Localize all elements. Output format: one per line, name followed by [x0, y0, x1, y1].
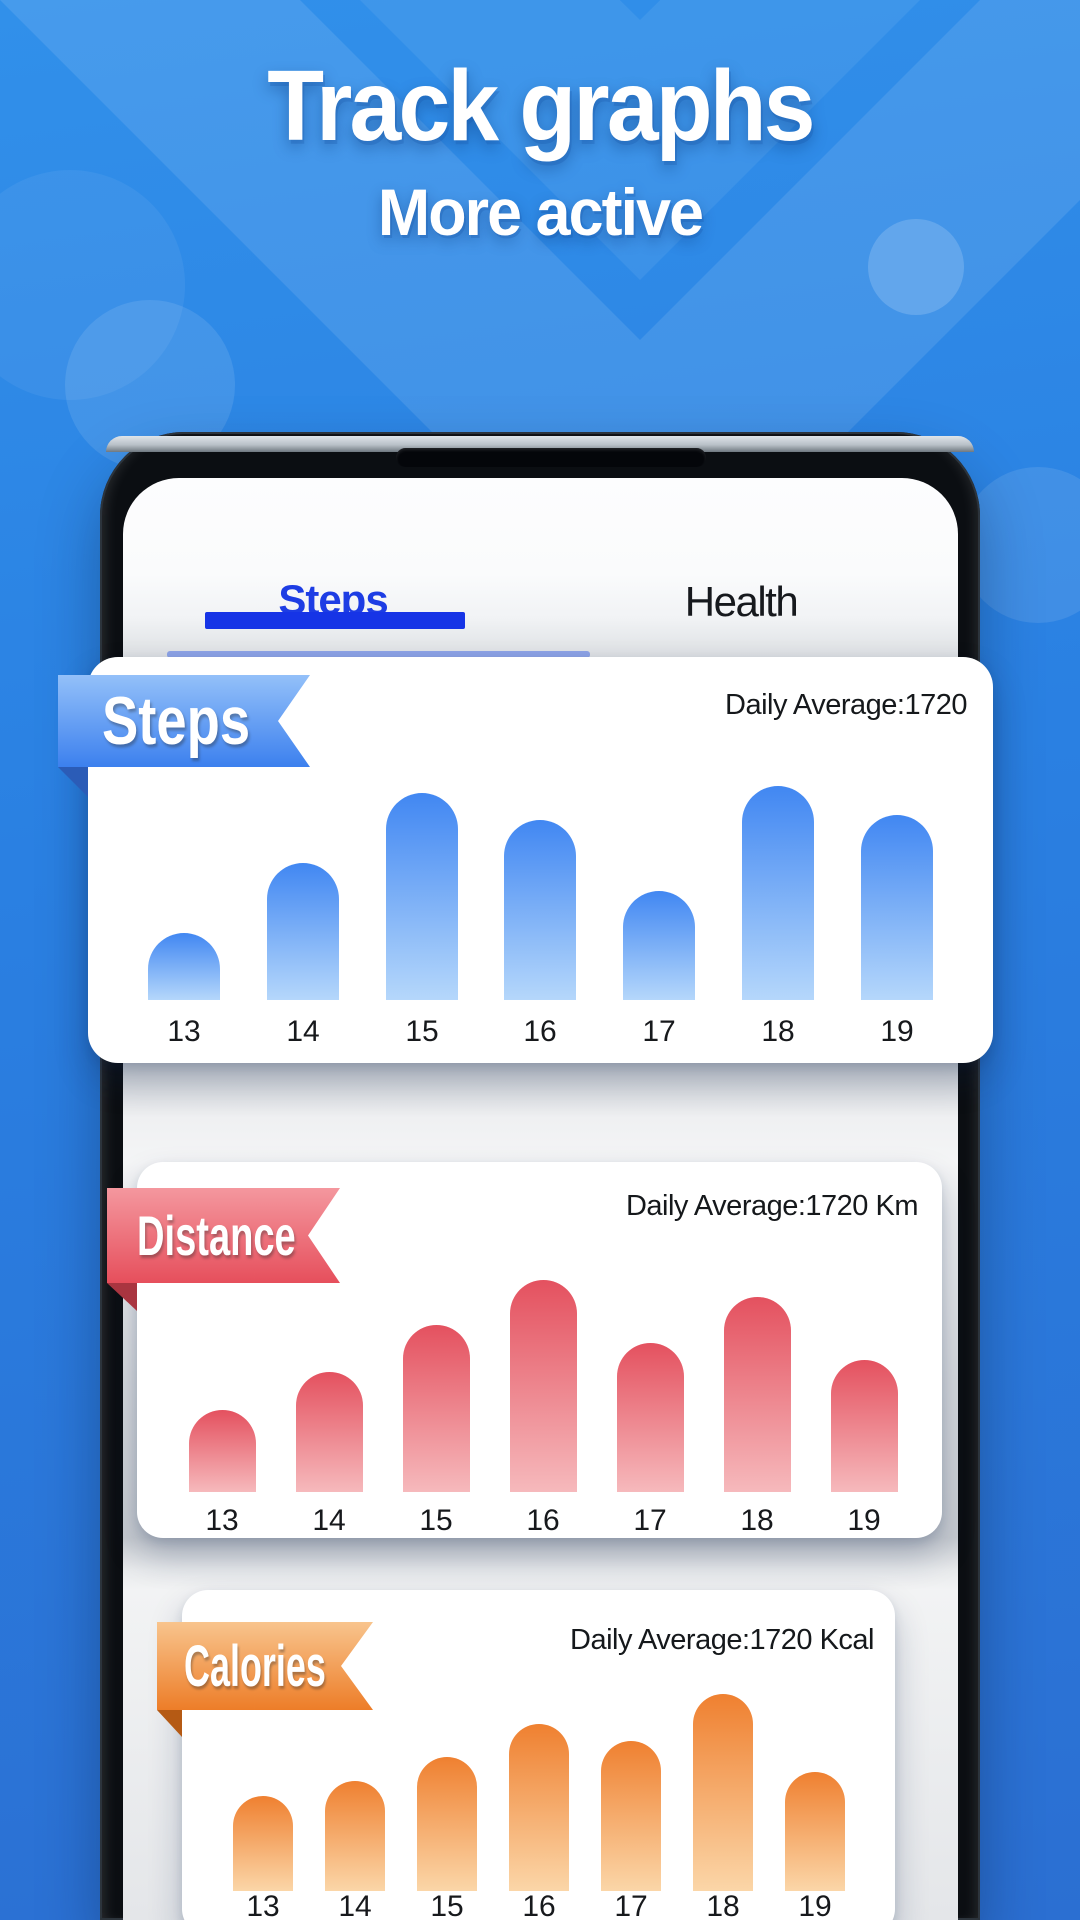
bar [295, 1372, 363, 1492]
ribbon-label: Calories [184, 1633, 326, 1699]
bar [267, 863, 339, 1000]
axis-label: 19 [880, 1015, 914, 1048]
axis-label: 15 [419, 1504, 453, 1537]
axis-label: 17 [614, 1890, 648, 1920]
bar [325, 1781, 385, 1891]
page-subtitle: More active [377, 175, 704, 249]
axis-label: 18 [740, 1504, 774, 1537]
daily-average-label: Daily Average:1720 Kcal [570, 1624, 874, 1656]
bar [616, 1343, 684, 1492]
distance-chart-card: Distance Daily Average:1720 Km 13 14 15 16 1… [107, 1162, 942, 1538]
bar [693, 1694, 753, 1891]
hero-banner: Track graphs More active [0, 52, 1080, 250]
tab-health[interactable]: Health [684, 578, 799, 625]
axis-label: 18 [761, 1015, 795, 1048]
bar [188, 1410, 256, 1492]
calories-ribbon: Calories [157, 1622, 373, 1710]
daily-average-label: Daily Average:1720 Km [625, 1190, 919, 1222]
axis-label: 18 [706, 1890, 740, 1920]
bar [623, 891, 695, 1000]
bar [601, 1741, 661, 1891]
daily-average-label: Daily Average:1720 [725, 689, 967, 721]
bar [861, 815, 933, 1000]
axis-label: 13 [246, 1890, 280, 1920]
axis-label: 13 [205, 1504, 239, 1537]
bar [509, 1724, 569, 1891]
axis-label: 15 [430, 1890, 464, 1920]
axis-label: 15 [405, 1015, 439, 1048]
axis-label: 19 [798, 1890, 832, 1920]
axis-label: 17 [642, 1015, 676, 1048]
bar [417, 1757, 477, 1891]
calories-chart-card: Calories Daily Average:1720 Kcal 13 14 15 1… [157, 1590, 895, 1920]
bar [148, 933, 220, 1000]
axis-label: 16 [523, 1015, 557, 1048]
ribbon-label: Steps [102, 683, 251, 759]
speaker-grill [396, 448, 706, 467]
axis-label: 16 [526, 1504, 560, 1537]
axis-label: 17 [633, 1504, 667, 1537]
bar [742, 786, 814, 1000]
bar [785, 1772, 845, 1891]
bar [723, 1297, 791, 1492]
active-tab-underline [205, 612, 465, 629]
ribbon-label: Distance [137, 1204, 296, 1267]
axis-label: 14 [312, 1504, 346, 1537]
steps-ribbon: Steps [58, 675, 310, 767]
distance-ribbon: Distance [107, 1188, 340, 1283]
axis-label: 16 [522, 1890, 556, 1920]
page-title: Track graphs [267, 50, 815, 162]
bar [509, 1280, 577, 1492]
ribbon-fold [58, 767, 88, 797]
bar [830, 1360, 898, 1492]
bar [402, 1325, 470, 1492]
axis-label: 19 [847, 1504, 881, 1537]
bar [504, 820, 576, 1000]
axis-label: 13 [167, 1015, 201, 1048]
divider [167, 651, 590, 658]
axis-label: 14 [286, 1015, 320, 1048]
bar [233, 1796, 293, 1891]
steps-chart-card: Steps Daily Average:1720 13 14 15 16 17 18 19 [58, 657, 993, 1063]
axis-label: 14 [338, 1890, 372, 1920]
bar [386, 793, 458, 1000]
